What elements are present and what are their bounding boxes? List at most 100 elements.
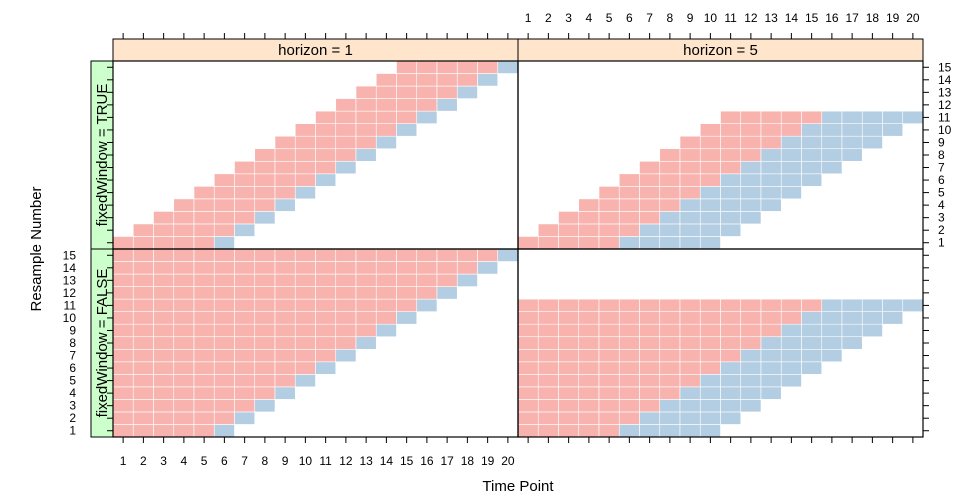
testing-cell-fixedwindow-true-horizon-5-r3-t9 <box>679 211 701 225</box>
training-cell-fixedwindow-true-horizon-5-r8-t8 <box>659 148 681 162</box>
testing-cell-fixedwindow-true-horizon-5-r8-t17 <box>841 148 863 162</box>
training-cell-fixedwindow-false-horizon-1-r15-t5 <box>193 248 215 262</box>
training-cell-fixedwindow-false-horizon-5-r7-t2 <box>537 348 559 363</box>
training-cell-fixedwindow-true-horizon-1-r11-t11 <box>315 110 337 124</box>
training-cell-fixedwindow-true-horizon-5-r5-t6 <box>618 186 640 200</box>
training-cell-fixedwindow-false-horizon-5-r3-t1 <box>517 399 539 413</box>
testing-cell-fixedwindow-true-horizon-5-r2-t11 <box>720 223 742 237</box>
testing-cell-fixedwindow-false-horizon-5-r10-t18 <box>861 311 883 325</box>
y-tick-label-left-r2-14: 14 <box>63 261 77 275</box>
training-cell-fixedwindow-true-horizon-1-r5-t5 <box>193 186 215 200</box>
training-cell-fixedwindow-false-horizon-1-r5-t5 <box>193 374 215 388</box>
x-tick-label-top-c2-5: 5 <box>606 11 613 25</box>
testing-cell-fixedwindow-true-horizon-1-r15-t20 <box>497 60 519 74</box>
testing-cell-fixedwindow-true-horizon-5-r7-t13 <box>760 160 782 175</box>
training-cell-fixedwindow-false-horizon-1-r15-t17 <box>436 248 458 262</box>
x-tick-label-top-c2-2: 2 <box>545 11 552 25</box>
training-cell-fixedwindow-false-horizon-5-r8-t7 <box>639 336 661 350</box>
training-cell-fixedwindow-false-horizon-1-r13-t3 <box>153 273 175 287</box>
testing-cell-fixedwindow-true-horizon-5-r5-t10 <box>699 186 721 200</box>
training-cell-fixedwindow-false-horizon-1-r15-t3 <box>153 248 175 262</box>
testing-cell-fixedwindow-false-horizon-5-r2-t11 <box>720 411 742 425</box>
training-cell-fixedwindow-false-horizon-1-r12-t5 <box>193 286 215 300</box>
cells-layer <box>112 60 924 438</box>
training-cell-fixedwindow-false-horizon-5-r11-t12 <box>740 298 762 312</box>
training-cell-fixedwindow-false-horizon-1-r10-t7 <box>234 311 256 325</box>
x-tick-label-bottom-c1-3: 3 <box>160 454 167 468</box>
training-cell-fixedwindow-false-horizon-1-r14-t7 <box>234 261 256 275</box>
training-cell-fixedwindow-false-horizon-5-r5-t8 <box>659 374 681 388</box>
training-cell-fixedwindow-false-horizon-5-r9-t9 <box>679 323 701 338</box>
training-cell-fixedwindow-false-horizon-1-r6-t8 <box>254 361 276 375</box>
training-cell-fixedwindow-false-horizon-1-r14-t16 <box>416 261 438 275</box>
testing-cell-fixedwindow-false-horizon-5-r4-t13 <box>760 386 782 400</box>
testing-cell-fixedwindow-true-horizon-5-r7-t16 <box>821 160 843 175</box>
testing-cell-fixedwindow-true-horizon-5-r10-t15 <box>801 123 823 137</box>
training-cell-fixedwindow-true-horizon-1-r3-t7 <box>234 211 256 225</box>
training-cell-fixedwindow-false-horizon-5-r11-t3 <box>558 298 580 312</box>
training-cell-fixedwindow-true-horizon-5-r3-t7 <box>639 211 661 225</box>
training-cell-fixedwindow-false-horizon-5-r6-t7 <box>639 361 661 375</box>
y-tick-label-right-r1-2: 2 <box>938 223 945 237</box>
x-tick-label-top-c2-20: 20 <box>906 11 920 25</box>
training-cell-fixedwindow-true-horizon-5-r10-t13 <box>760 123 782 137</box>
training-cell-fixedwindow-false-horizon-1-r11-t15 <box>396 298 418 312</box>
training-cell-fixedwindow-true-horizon-1-r3-t5 <box>193 211 215 225</box>
testing-cell-fixedwindow-true-horizon-5-r1-t7 <box>639 236 661 250</box>
testing-cell-fixedwindow-false-horizon-1-r6-t11 <box>315 361 337 375</box>
training-cell-fixedwindow-false-horizon-1-r11-t1 <box>112 298 134 312</box>
training-cell-fixedwindow-false-horizon-5-r4-t7 <box>639 386 661 400</box>
training-cell-fixedwindow-false-horizon-1-r8-t5 <box>193 336 215 350</box>
training-cell-fixedwindow-false-horizon-5-r9-t11 <box>720 323 742 338</box>
training-cell-fixedwindow-true-horizon-1-r1-t4 <box>173 236 195 250</box>
testing-cell-fixedwindow-true-horizon-1-r9-t14 <box>375 135 397 150</box>
training-cell-fixedwindow-false-horizon-1-r14-t13 <box>355 261 377 275</box>
training-cell-fixedwindow-false-horizon-1-r13-t17 <box>436 273 458 287</box>
training-cell-fixedwindow-false-horizon-5-r10-t3 <box>558 311 580 325</box>
testing-cell-fixedwindow-false-horizon-1-r12-t17 <box>436 286 458 300</box>
training-cell-fixedwindow-false-horizon-1-r3-t5 <box>193 399 215 413</box>
testing-cell-fixedwindow-true-horizon-5-r9-t18 <box>861 135 883 150</box>
testing-cell-fixedwindow-true-horizon-1-r1-t6 <box>213 236 235 250</box>
testing-cell-fixedwindow-false-horizon-1-r8-t13 <box>355 336 377 350</box>
x-tick-label-bottom-c1-2: 2 <box>140 454 147 468</box>
training-cell-fixedwindow-false-horizon-5-r3-t4 <box>578 399 600 413</box>
training-cell-fixedwindow-false-horizon-5-r2-t2 <box>537 411 559 425</box>
testing-cell-fixedwindow-false-horizon-5-r3-t11 <box>720 399 742 413</box>
testing-cell-fixedwindow-false-horizon-5-r10-t17 <box>841 311 863 325</box>
testing-cell-fixedwindow-true-horizon-5-r4-t12 <box>740 198 762 212</box>
training-cell-fixedwindow-true-horizon-1-r7-t9 <box>274 160 296 175</box>
training-cell-fixedwindow-true-horizon-1-r8-t10 <box>294 148 316 162</box>
testing-cell-fixedwindow-false-horizon-5-r1-t8 <box>659 424 681 438</box>
testing-cell-fixedwindow-true-horizon-5-r11-t17 <box>841 110 863 124</box>
y-tick-label-left-r2-7: 7 <box>69 349 76 363</box>
training-cell-fixedwindow-true-horizon-1-r4-t8 <box>254 198 276 212</box>
training-cell-fixedwindow-false-horizon-1-r13-t11 <box>315 273 337 287</box>
x-tick-label-top-c2-1: 1 <box>525 11 532 25</box>
testing-cell-fixedwindow-false-horizon-5-r8-t17 <box>841 336 863 350</box>
training-cell-fixedwindow-true-horizon-1-r10-t14 <box>375 123 397 137</box>
training-cell-fixedwindow-true-horizon-1-r12-t16 <box>416 98 438 112</box>
training-cell-fixedwindow-false-horizon-5-r10-t11 <box>720 311 742 325</box>
training-cell-fixedwindow-false-horizon-1-r5-t3 <box>153 374 175 388</box>
training-cell-fixedwindow-true-horizon-1-r9-t12 <box>335 135 357 150</box>
training-cell-fixedwindow-false-horizon-1-r9-t3 <box>153 323 175 338</box>
training-cell-fixedwindow-false-horizon-5-r10-t14 <box>780 311 802 325</box>
training-cell-fixedwindow-false-horizon-5-r5-t4 <box>578 374 600 388</box>
training-cell-fixedwindow-false-horizon-1-r9-t10 <box>294 323 316 338</box>
testing-cell-fixedwindow-false-horizon-5-r11-t17 <box>841 298 863 312</box>
testing-cell-fixedwindow-true-horizon-5-r4-t10 <box>699 198 721 212</box>
training-cell-fixedwindow-false-horizon-1-r15-t6 <box>213 248 235 262</box>
testing-cell-fixedwindow-false-horizon-5-r9-t16 <box>821 323 843 338</box>
training-cell-fixedwindow-false-horizon-5-r9-t10 <box>699 323 721 338</box>
testing-cell-fixedwindow-false-horizon-5-r6-t12 <box>740 361 762 375</box>
testing-cell-fixedwindow-true-horizon-5-r1-t9 <box>679 236 701 250</box>
training-cell-fixedwindow-false-horizon-5-r6-t6 <box>618 361 640 375</box>
training-cell-fixedwindow-false-horizon-5-r11-t9 <box>679 298 701 312</box>
training-cell-fixedwindow-false-horizon-1-r8-t3 <box>153 336 175 350</box>
training-cell-fixedwindow-false-horizon-5-r10-t12 <box>740 311 762 325</box>
y-tick-label-left-r2-12: 12 <box>63 286 77 300</box>
training-cell-fixedwindow-false-horizon-1-r4-t4 <box>173 386 195 400</box>
training-cell-fixedwindow-false-horizon-1-r5-t6 <box>213 374 235 388</box>
testing-cell-fixedwindow-true-horizon-5-r3-t10 <box>699 211 721 225</box>
